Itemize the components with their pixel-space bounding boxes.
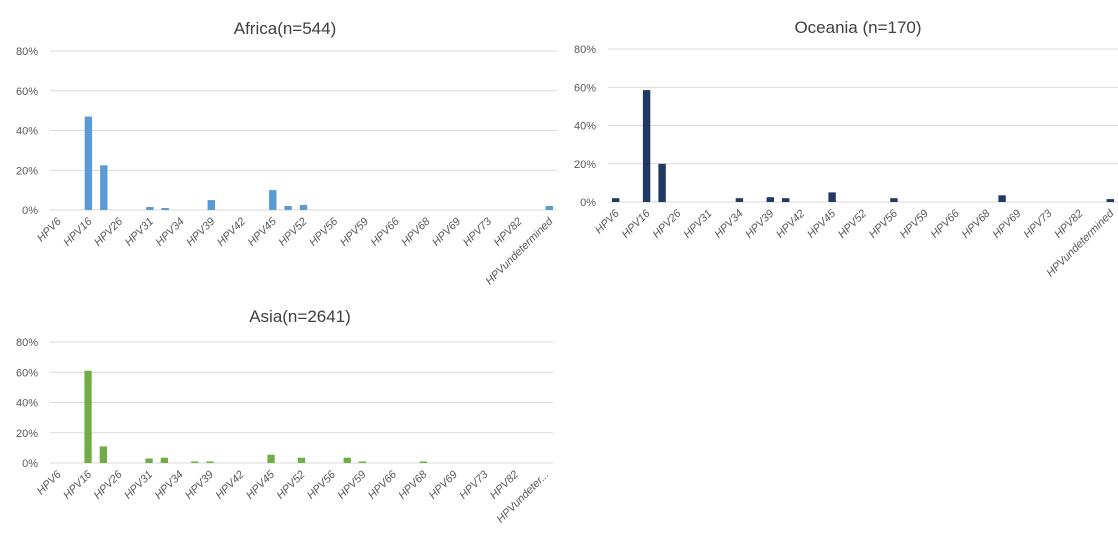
x-tick-label: HPV45: [805, 207, 839, 241]
chart-asia: Asia(n=2641) 0% 20% 40% 60% 80% HPV6HPV16HPV2…: [16, 307, 553, 526]
x-tick-label: HPV31: [122, 469, 155, 502]
x-tick-label: HPV31: [123, 216, 156, 249]
x-tick-label: HPV45: [246, 215, 280, 249]
bar-hpvundetermined: [1106, 199, 1114, 202]
y-tick-label: 20%: [16, 165, 38, 177]
bar-hpv18: [100, 165, 108, 210]
y-tick-label: 60%: [16, 367, 38, 379]
bar-hpv40: [782, 198, 790, 202]
bar-hpv39: [206, 461, 214, 463]
x-tick-label: HPV26: [92, 215, 126, 249]
x-tick-label: HPV39: [743, 208, 776, 241]
bar-hpv51: [284, 206, 292, 210]
y-tick-label: 0%: [580, 197, 596, 209]
x-tick-label: HPV31: [681, 208, 714, 241]
x-tick-label: HPV52: [276, 216, 309, 249]
chart-title: Oceania (n=170): [794, 18, 921, 37]
x-tick-label: HPV68: [399, 215, 433, 249]
bar-hpv56: [890, 198, 898, 202]
chart-oceania: Oceania (n=170) 0%20%40%60%80%HPV6HPV16H…: [574, 18, 1118, 280]
x-tick-label: HPV6: [35, 468, 64, 497]
x-tick-label: HPV45: [244, 468, 278, 502]
x-tick-label: HPV42: [213, 469, 246, 502]
x-tick-label: HPV66: [369, 215, 403, 249]
x-tick-label: HPV16: [620, 207, 654, 241]
x-tick-label: HPV69: [430, 216, 463, 249]
bar-hpv16: [84, 116, 93, 210]
y-tick-label: 60%: [574, 82, 596, 94]
bar-hpv68: [419, 461, 428, 463]
x-tick-label: HPV26: [92, 468, 126, 502]
x-tick-label: HPV68: [960, 207, 994, 241]
bar-hpv6: [612, 198, 620, 202]
x-tick-label: HPV56: [307, 215, 341, 249]
chart-title: Africa(n=544): [234, 19, 337, 38]
y-tick-label: 20%: [16, 428, 38, 440]
x-tick-label: HPV73: [1021, 207, 1055, 241]
y-tick-label: 80%: [574, 44, 596, 56]
bar-hpv45: [267, 454, 275, 463]
bar-hpv31: [145, 458, 153, 463]
y-tick-label: 0%: [22, 205, 38, 217]
y-tick-label: 60%: [16, 86, 38, 98]
x-tick-label: HPV16: [61, 215, 95, 249]
y-tick-label: 40%: [16, 398, 38, 410]
bar-hpv45: [269, 190, 277, 210]
bar-hpv16: [642, 90, 651, 202]
x-tick-label: HPV42: [774, 208, 807, 241]
bar-hpv16: [84, 370, 92, 463]
bar-hpv39: [766, 197, 774, 202]
x-tick-label: HPV56: [305, 468, 339, 502]
bar-hpv45: [828, 192, 836, 202]
bar-hpv59: [358, 461, 367, 463]
x-tick-label: HPV16: [61, 468, 95, 502]
x-tick-label: HPV26: [650, 207, 684, 241]
bar-hpv69: [998, 195, 1006, 202]
x-tick-label: HPV6: [593, 207, 622, 236]
bar-hpv18: [658, 163, 666, 203]
x-tick-label: HPV52: [836, 208, 869, 241]
bar-hpv18: [99, 446, 107, 463]
x-tick-label: HPV59: [335, 469, 368, 502]
bar-hpv52: [299, 205, 308, 210]
x-tick-label: HPV73: [461, 215, 495, 249]
x-tick-label: HPV69: [427, 469, 460, 502]
x-tick-label: HPV52: [274, 469, 307, 502]
x-tick-label: HPV34: [154, 216, 187, 249]
x-tick-label: HPV39: [183, 469, 216, 502]
bar-hpv34: [735, 198, 744, 202]
x-tick-label: HPV59: [338, 216, 371, 249]
x-tick-label: HPV66: [929, 207, 963, 241]
x-tick-label: HPV66: [366, 468, 400, 502]
bar-hpv33: [160, 457, 168, 463]
x-tick-label: HPV39: [184, 216, 217, 249]
y-tick-label: 40%: [574, 121, 596, 133]
x-tick-label: HPV56: [867, 207, 901, 241]
bar-hpvundetermined: [545, 206, 553, 210]
y-tick-label: 0%: [22, 458, 38, 470]
y-tick-label: 20%: [574, 159, 596, 171]
x-tick-label: HPV69: [990, 208, 1023, 241]
y-tick-label: 40%: [16, 126, 38, 138]
x-tick-label: HPV68: [396, 468, 430, 502]
x-tick-label: HPV59: [898, 208, 931, 241]
bar-hpv31: [146, 207, 154, 210]
y-tick-label: 80%: [16, 46, 38, 58]
x-tick-label: HPV73: [457, 468, 491, 502]
bar-hpv39: [207, 200, 215, 210]
x-tick-label: HPV6: [35, 215, 64, 244]
chart-africa: Africa(n=544) 0%20%40%60%80%HPV6HPV16HPV…: [16, 19, 557, 288]
bar-hpv58: [343, 457, 351, 463]
y-tick-label: 80%: [16, 337, 38, 349]
bar-hpv33: [161, 208, 169, 210]
x-tick-label: HPV34: [153, 469, 186, 502]
bar-hpv35: [191, 461, 199, 463]
bar-hpv52: [297, 457, 306, 463]
x-tick-label: HPV42: [215, 216, 248, 249]
x-tick-label: HPV34: [712, 208, 745, 241]
chart-title: Asia(n=2641): [249, 307, 351, 326]
